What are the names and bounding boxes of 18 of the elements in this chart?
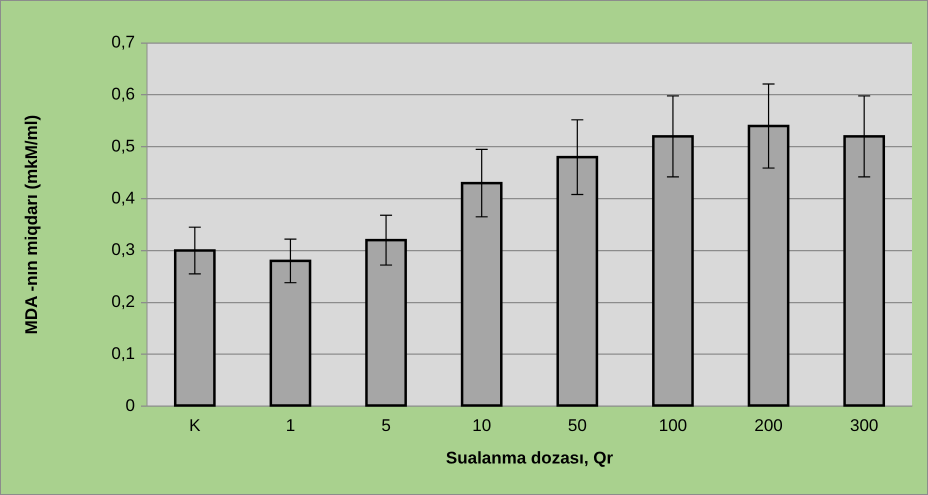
x-tick-label: 5 <box>381 416 391 436</box>
x-tick-label: 300 <box>850 416 878 436</box>
y-axis-title: MDA -nın miqdarı (mkM/ml) <box>22 114 41 334</box>
y-tick-label: 0,1 <box>111 344 135 363</box>
x-tick-label: 1 <box>286 416 296 436</box>
y-tick-label: 0,6 <box>111 84 135 104</box>
y-tick-label: 0,4 <box>111 188 135 208</box>
y-tick-label: 0,3 <box>111 240 135 260</box>
x-tick-label: 10 <box>472 416 492 436</box>
x-tick-label: 200 <box>754 416 783 436</box>
y-tick-label: 0,5 <box>111 136 135 156</box>
y-tick-label: 0 <box>126 396 135 415</box>
x-tick-label: 100 <box>658 416 688 436</box>
x-axis-title: Sualanma dozası, Qr <box>446 448 614 468</box>
y-tick-label: 0,7 <box>111 32 135 52</box>
y-tick-label: 0,2 <box>111 292 135 312</box>
x-tick-label: 50 <box>568 416 587 436</box>
x-tick-label: K <box>189 416 202 436</box>
